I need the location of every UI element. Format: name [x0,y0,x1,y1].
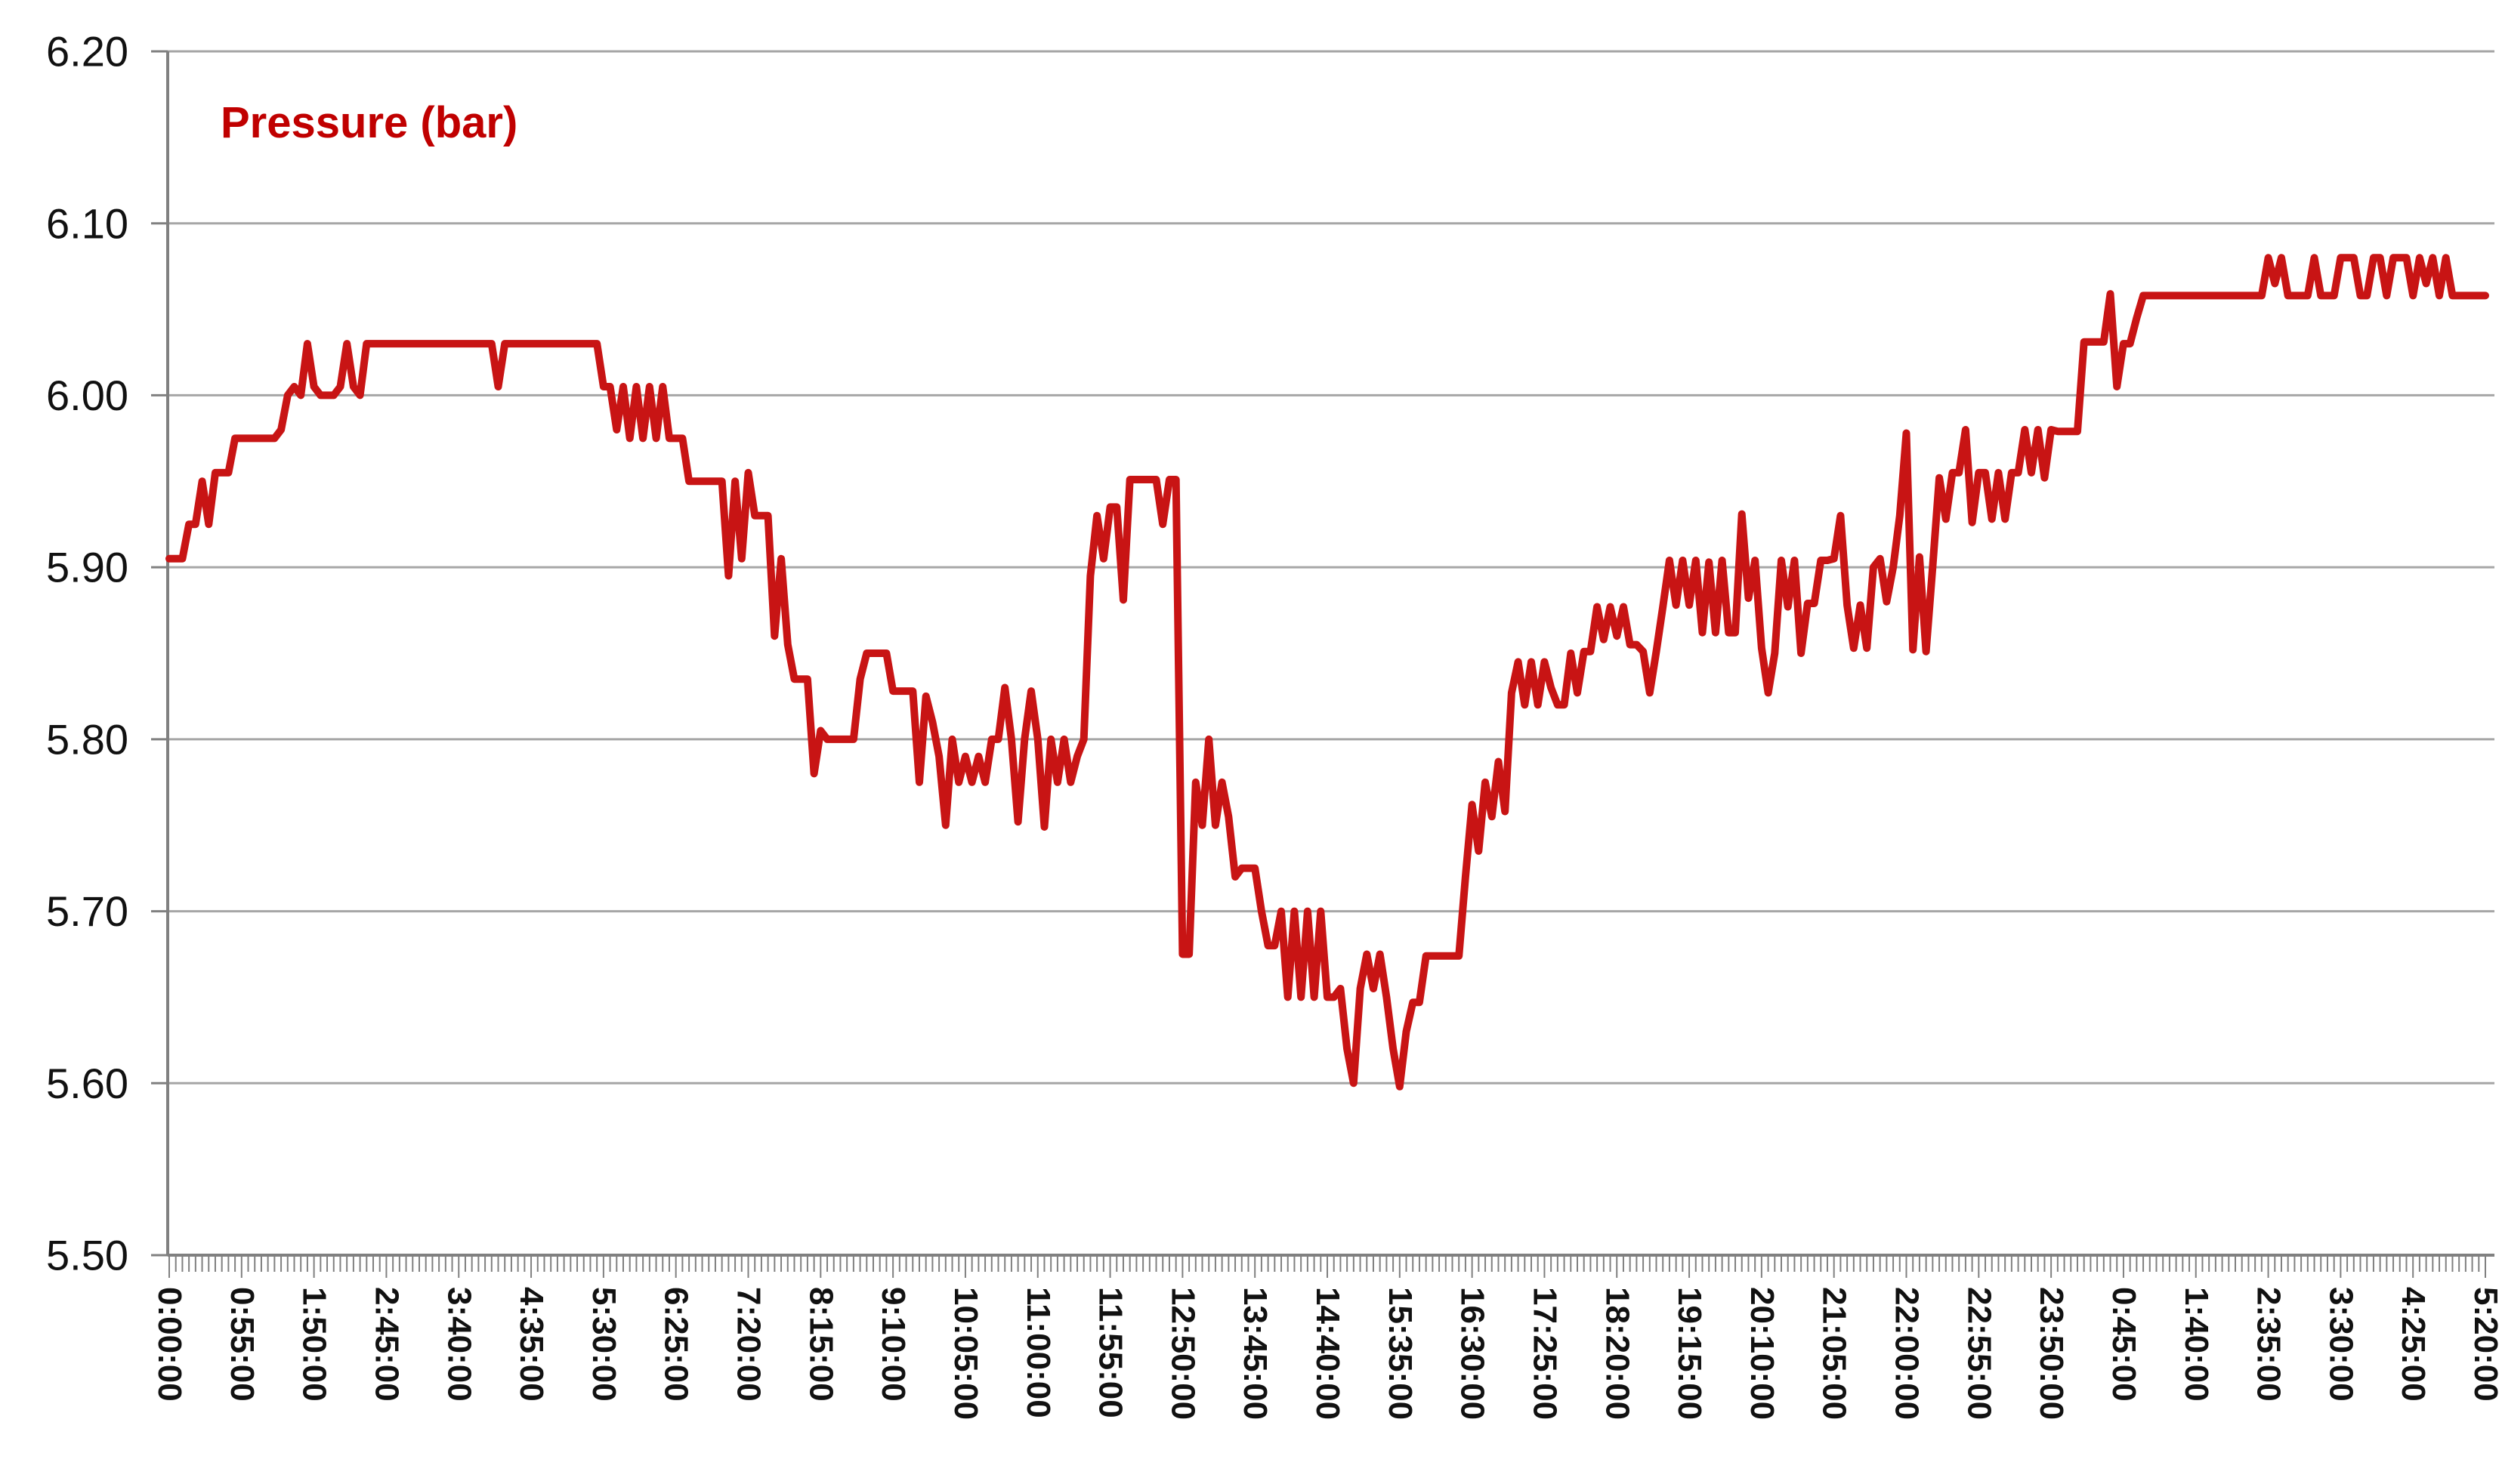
x-axis-label: 0:45:00 [2105,1287,2142,1402]
x-axis-label: 19:15:00 [1671,1287,1708,1420]
x-axis-label: 3:40:00 [440,1287,477,1402]
y-axis-label: 5.60 [46,1060,128,1107]
x-axis-label: 12:50:00 [1164,1287,1201,1420]
x-axis-label: 8:15:00 [802,1287,839,1402]
x-axis-label: 20:10:00 [1744,1287,1781,1420]
x-axis-label: 1:50:00 [296,1287,333,1402]
x-axis-label: 2:45:00 [368,1287,405,1402]
x-axis-label: 16:30:00 [1454,1287,1491,1420]
x-axis-label: 10:05:00 [947,1287,984,1420]
axes-layer: 6.20 6.10 6.00 5.90 5.80 5.70 5.60 5.50 0:00:00 0… [46,28,2502,1421]
x-axis-label: 11:55:00 [1092,1287,1129,1418]
y-axis-label: 6.00 [46,372,128,419]
series-layer [165,254,2489,1091]
y-axis-label: 5.80 [46,715,128,763]
x-axis-label: 21:05:00 [1816,1287,1853,1420]
gridlines-layer [168,50,2494,1257]
x-axis-label: 22:00:00 [1889,1287,1926,1420]
x-axis-label: 7:20:00 [731,1287,768,1402]
chart-title: Pressure (bar) [221,98,517,147]
y-axis-label: 5.90 [46,544,128,591]
x-axis-label: 13:45:00 [1237,1287,1274,1420]
x-axis-label: 18:20:00 [1598,1287,1636,1420]
x-axis-label: 2:35:00 [2250,1287,2287,1402]
x-axis-label: 3:30:00 [2322,1287,2359,1402]
x-axis-label: 22:55:00 [1960,1287,1997,1420]
pressure-series-line [165,254,2489,1091]
x-axis-label: 0:00:00 [151,1287,188,1402]
x-axis-label: 9:10:00 [875,1287,912,1402]
x-axis-label: 14:40:00 [1309,1287,1346,1420]
x-axis-label: 6:25:00 [658,1287,695,1402]
x-axis-label: 17:25:00 [1526,1287,1563,1420]
x-axis-label: 23:50:00 [2033,1287,2070,1420]
x-axis-label: 4:35:00 [513,1287,550,1402]
y-axis-label: 5.50 [46,1232,128,1279]
x-axis-label: 11:00:00 [1020,1287,1057,1418]
x-axis-label: 1:40:00 [2178,1287,2215,1402]
x-axis-label: 5:20:00 [2467,1287,2502,1402]
y-axis-label: 6.10 [46,199,128,247]
x-axis-label: 15:35:00 [1382,1287,1419,1420]
y-axis-label: 5.70 [46,887,128,935]
x-axis-label: 4:25:00 [2395,1287,2432,1402]
x-axis-label: 5:30:00 [585,1287,622,1402]
x-axis-label: 0:55:00 [224,1287,261,1402]
y-axis-label: 6.20 [46,28,128,76]
